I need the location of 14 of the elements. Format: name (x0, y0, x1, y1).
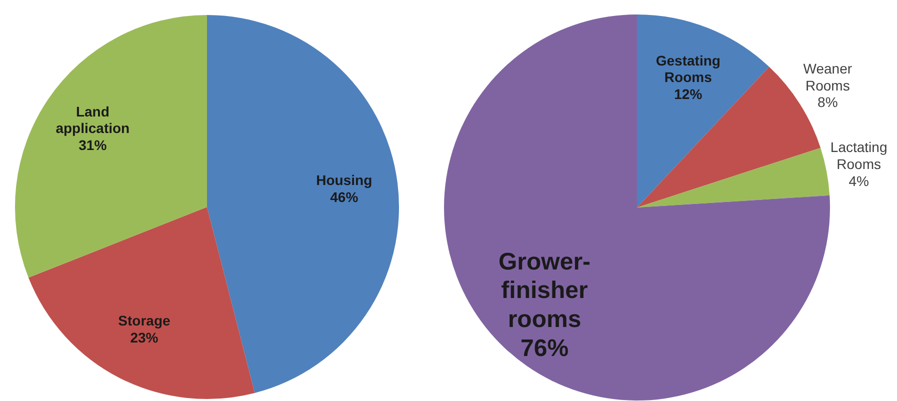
slice-label: Grower-finisher rooms (498, 248, 591, 334)
slice-label: Lactating Rooms (830, 139, 888, 172)
data-label: 23% (130, 329, 159, 346)
slice-label: Weaner Rooms (803, 60, 852, 94)
data-label: 76% (520, 334, 569, 362)
slice-label: Storage (118, 312, 171, 329)
data-label: 46% (330, 188, 359, 205)
data-label: 31% (78, 136, 108, 153)
data-label: 4% (848, 172, 869, 189)
data-label: 8% (818, 94, 838, 110)
slice-label: Housing (316, 172, 372, 188)
slice-label: Land application (56, 103, 130, 136)
slice-label: Gestating Rooms (656, 52, 720, 86)
data-label: 12% (674, 86, 703, 102)
